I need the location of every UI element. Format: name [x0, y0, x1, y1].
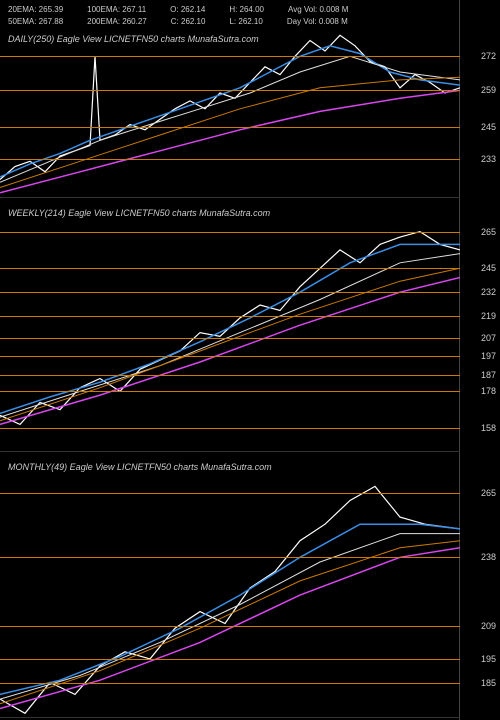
chart-svg: [0, 204, 460, 452]
y-axis-labels: 265 238 209 195 185: [460, 458, 500, 718]
gridline: [0, 391, 460, 392]
header-stats: 20EMA: 265.39 100EMA: 267.11 O: 262.14 H: 2…: [8, 4, 348, 28]
y-tick-label: 265: [481, 227, 496, 237]
y-tick-label: 178: [481, 386, 496, 396]
gridline: [0, 338, 460, 339]
y-tick-label: 245: [481, 122, 496, 132]
y-tick-label: 272: [481, 51, 496, 61]
stat-item: O: 262.14: [170, 4, 205, 16]
stat-item: L: 262.10: [229, 16, 262, 28]
y-tick-label: 245: [481, 263, 496, 273]
y-tick-label: 233: [481, 154, 496, 164]
stat-item: 50EMA: 267.88: [8, 16, 63, 28]
y-tick-label: 209: [481, 621, 496, 631]
y-axis-labels: 272 259 245 233: [460, 30, 500, 198]
gridline: [0, 292, 460, 293]
chart-svg: [0, 30, 460, 198]
gridline: [0, 232, 460, 233]
y-tick-label: 219: [481, 311, 496, 321]
y-tick-label: 265: [481, 488, 496, 498]
gridline: [0, 268, 460, 269]
stat-item: 20EMA: 265.39: [8, 4, 63, 16]
gridline: [0, 428, 460, 429]
stats-row-1: 20EMA: 265.39 100EMA: 267.11 O: 262.14 H: 2…: [8, 4, 348, 16]
y-tick-label: 185: [481, 678, 496, 688]
gridline: [0, 56, 460, 57]
y-tick-label: 259: [481, 85, 496, 95]
stat-item: C: 262.10: [171, 16, 206, 28]
stats-row-2: 50EMA: 267.88 200EMA: 260.27 C: 262.10 L: 2…: [8, 16, 348, 28]
stat-item: Avg Vol: 0.008 M: [288, 4, 348, 16]
y-tick-label: 232: [481, 287, 496, 297]
y-tick-label: 197: [481, 351, 496, 361]
gridline: [0, 159, 460, 160]
series-ema200: [0, 278, 460, 425]
gridline: [0, 493, 460, 494]
gridline: [0, 127, 460, 128]
gridline: [0, 316, 460, 317]
gridline: [0, 659, 460, 660]
series-ema20: [0, 46, 460, 177]
series-ema100: [0, 268, 460, 421]
stat-item: 100EMA: 267.11: [87, 4, 146, 16]
series-ema100: [0, 541, 460, 704]
y-tick-label: 195: [481, 654, 496, 664]
gridline: [0, 557, 460, 558]
gridline: [0, 626, 460, 627]
y-tick-label: 238: [481, 552, 496, 562]
chart-svg: [0, 458, 460, 718]
series-ema200: [0, 90, 460, 192]
chart-panel: [0, 204, 460, 452]
gridline: [0, 356, 460, 357]
gridline: [0, 683, 460, 684]
gridline: [0, 375, 460, 376]
y-tick-label: 187: [481, 370, 496, 380]
chart-panel: [0, 30, 460, 198]
stat-item: Day Vol: 0.008 M: [287, 16, 348, 28]
stat-item: 200EMA: 260.27: [87, 16, 147, 28]
chart-panel: [0, 458, 460, 718]
y-tick-label: 158: [481, 423, 496, 433]
series-ema20: [0, 244, 460, 413]
y-axis-labels: 265 245 232 219 207 197 187 178 158: [460, 204, 500, 452]
gridline: [0, 90, 460, 91]
series-ema200: [0, 548, 460, 709]
y-tick-label: 207: [481, 333, 496, 343]
stat-item: H: 264.00: [229, 4, 264, 16]
series-ema50: [0, 254, 460, 418]
